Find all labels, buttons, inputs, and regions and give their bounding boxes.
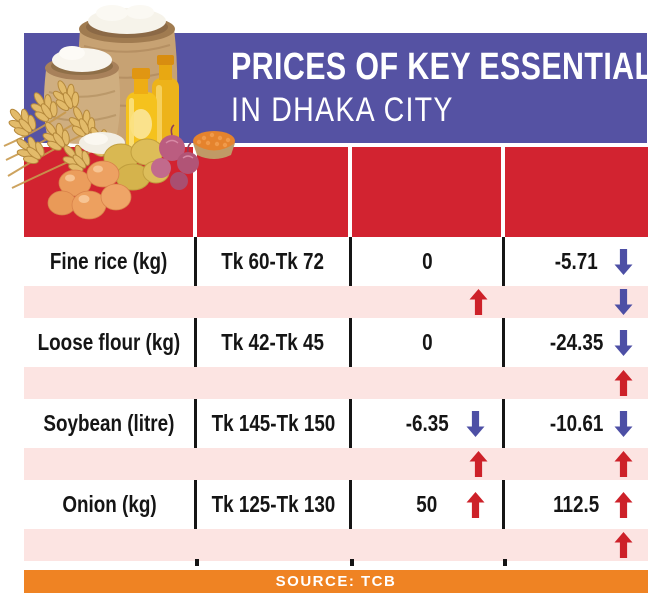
change-percent-cell-1-text: 50 [416,491,438,517]
down-arrow-icon [614,289,633,315]
spacer-cell [24,286,197,318]
change-percent-cell-2-text: 112.5 [553,491,600,517]
price-table-body: Fine rice (kg) Tk 60-Tk 72 0 -5.71 Loose flo… [24,237,648,561]
change-percent-cell-2-text: -5.71 [555,248,598,274]
item-name-cell: Loose flour (kg) [24,318,197,367]
table-spacer-row [24,529,648,561]
spacer-arrow-cell-2 [505,529,648,561]
price-range-cell: Tk 42-Tk 45 [197,318,352,367]
down-arrow-icon [614,329,633,356]
price-range-cell-text: Tk 60-Tk 72 [221,248,325,274]
price-range-cell-text: Tk 145-Tk 150 [211,410,335,436]
change-percent-cell-1-text: 0 [421,248,433,274]
change-percent-cell-1-text: 0 [421,329,433,355]
change-percent-cell-1: 0 [352,318,505,367]
change-percent-cell-1: -6.35 [352,399,505,448]
change-percent-cell-2: 112.5 [505,480,648,529]
table-row: Loose flour (kg) Tk 42-Tk 45 0 -24.35 [24,318,648,367]
table-row: Fine rice (kg) Tk 60-Tk 72 0 -5.71 [24,237,648,286]
up-arrow-icon [614,370,633,396]
up-arrow-icon [614,532,633,558]
price-range-cell: Tk 125-Tk 130 [197,480,352,529]
spacer-arrow-cell-1 [352,448,505,480]
table-spacer-row [24,448,648,480]
table-row: Soybean (litre) Tk 145-Tk 150 -6.35 -10.61 [24,399,648,448]
table-spacer-row [24,367,648,399]
item-name-cell: Onion (kg) [24,480,197,529]
spacer-arrow-cell-1 [352,367,505,399]
up-arrow-icon [466,491,485,518]
change-percent-cell-1: 0 [352,237,505,286]
spacer-arrow-cell-1 [352,529,505,561]
spacer-cell [24,367,197,399]
spacer-cell [24,448,197,480]
divider-stub [503,559,507,566]
table-header-cell [352,147,505,237]
price-range-cell-text: Tk 125-Tk 130 [211,491,335,517]
spacer-cell [24,529,197,561]
spacer-arrow-cell-1 [352,286,505,318]
change-percent-cell-2: -10.61 [505,399,648,448]
item-name-cell-text: Onion (kg) [61,491,157,517]
table-spacer-row [24,286,648,318]
source-label: SOURCE: TCB [275,573,397,590]
spacer-cell [197,286,352,318]
change-percent-cell-2-text: -10.61 [549,410,604,436]
price-range-cell: Tk 60-Tk 72 [197,237,352,286]
item-name-cell: Fine rice (kg) [24,237,197,286]
page-title: PRICES OF KEY ESSENTIALS [231,46,654,88]
change-percent-cell-2-text: -24.35 [549,329,604,355]
spacer-cell [197,367,352,399]
item-name-cell-text: Fine rice (kg) [50,248,168,274]
table-header-cell [197,147,352,237]
table-header-cell [505,147,648,237]
up-arrow-icon [469,289,488,315]
spacer-arrow-cell-2 [505,367,648,399]
spacer-arrow-cell-2 [505,448,648,480]
up-arrow-icon [614,491,633,518]
source-bar: SOURCE: TCB [24,570,648,593]
change-percent-cell-2: -24.35 [505,318,648,367]
food-collage-illustration [0,5,235,220]
lentils-bowl-graphic [193,131,235,159]
price-range-cell-text: Tk 42-Tk 45 [221,329,325,355]
divider-stub [195,559,199,566]
price-range-cell: Tk 145-Tk 150 [197,399,352,448]
item-name-cell: Soybean (litre) [24,399,197,448]
change-percent-cell-1-text: -6.35 [405,410,449,436]
change-percent-cell-2: -5.71 [505,237,648,286]
onions-graphic [151,124,199,190]
up-arrow-icon [469,451,488,477]
table-header-cell [24,147,197,237]
page-subtitle: IN DHAKA CITY [231,91,454,129]
item-name-cell-text: Soybean (litre) [43,410,175,436]
change-percent-cell-1: 50 [352,480,505,529]
down-arrow-icon [466,410,485,437]
spacer-cell [197,448,352,480]
table-row: Onion (kg) Tk 125-Tk 130 50 112.5 [24,480,648,529]
down-arrow-icon [614,248,633,275]
divider-stub [350,559,354,566]
price-table: Fine rice (kg) Tk 60-Tk 72 0 -5.71 Loose flo… [24,147,648,566]
eggs-graphic [47,160,132,220]
up-arrow-icon [614,451,633,477]
down-arrow-icon [614,410,633,437]
item-name-cell-text: Loose flour (kg) [37,329,181,355]
spacer-arrow-cell-2 [505,286,648,318]
spacer-cell [197,529,352,561]
